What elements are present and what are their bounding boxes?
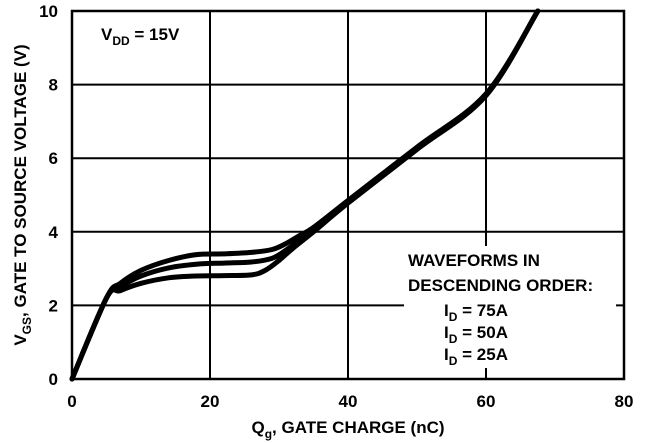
vdd-annotation: VDD = 15V bbox=[101, 25, 180, 48]
legend-entry-75a: ID = 75A bbox=[444, 301, 508, 324]
legend-heading-line1: WAVEFORMS IN bbox=[408, 251, 540, 270]
series-line-25a bbox=[69, 8, 541, 382]
y-tick-label: 2 bbox=[49, 296, 58, 315]
legend: WAVEFORMS IN DESCENDING ORDER: ID = 75A … bbox=[404, 246, 616, 368]
x-tick-label: 80 bbox=[615, 392, 634, 411]
y-tick-labels: 0 2 4 6 8 10 bbox=[39, 2, 58, 389]
y-axis-title: VGS, GATE TO SOURCE VOLTAGE (V) bbox=[11, 44, 34, 345]
plot-frame bbox=[70, 9, 626, 381]
y-tick-label: 6 bbox=[49, 149, 58, 168]
x-tick-labels: 0 20 40 60 80 bbox=[67, 392, 633, 411]
y-tick-label: 10 bbox=[39, 2, 58, 21]
y-tick-label: 4 bbox=[49, 223, 59, 242]
x-tick-label: 20 bbox=[201, 392, 220, 411]
x-tick-label: 60 bbox=[477, 392, 496, 411]
series-layer bbox=[69, 8, 541, 382]
y-tick-label: 0 bbox=[49, 370, 58, 389]
legend-entry-50a: ID = 50A bbox=[444, 323, 508, 346]
y-tick-label: 8 bbox=[49, 76, 58, 95]
x-tick-label: 0 bbox=[67, 392, 76, 411]
legend-heading-line2: DESCENDING ORDER: bbox=[408, 276, 593, 295]
grid bbox=[72, 11, 624, 379]
legend-entry-25a: ID = 25A bbox=[444, 345, 508, 368]
x-axis-title: Qg, GATE CHARGE (nC) bbox=[251, 418, 444, 441]
x-tick-label: 40 bbox=[339, 392, 358, 411]
legend-background bbox=[404, 246, 616, 368]
